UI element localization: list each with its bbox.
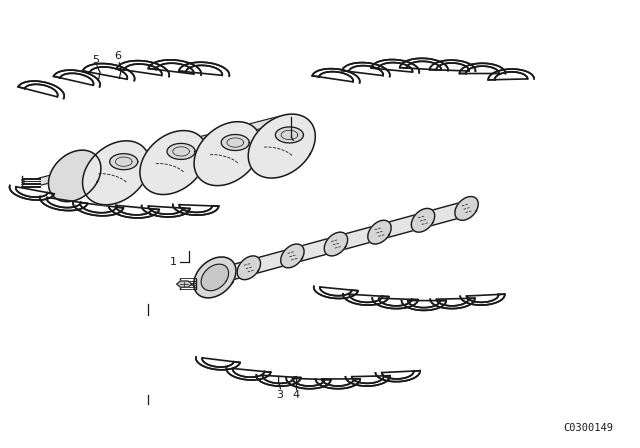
Polygon shape — [343, 294, 388, 305]
Polygon shape — [196, 357, 240, 370]
Polygon shape — [18, 81, 64, 99]
Polygon shape — [201, 264, 228, 291]
Polygon shape — [148, 60, 201, 75]
Text: 1: 1 — [170, 257, 177, 267]
Polygon shape — [194, 122, 261, 185]
Polygon shape — [430, 298, 475, 309]
Polygon shape — [194, 268, 217, 292]
Polygon shape — [10, 185, 54, 200]
Polygon shape — [401, 301, 446, 310]
Polygon shape — [140, 130, 207, 194]
Polygon shape — [73, 202, 124, 216]
Polygon shape — [177, 281, 192, 287]
Polygon shape — [312, 69, 360, 83]
Polygon shape — [220, 116, 284, 138]
Polygon shape — [141, 206, 190, 217]
Text: C0300149: C0300149 — [563, 423, 613, 433]
Polygon shape — [173, 204, 219, 215]
Text: 4: 4 — [292, 390, 300, 400]
Polygon shape — [49, 150, 101, 202]
Text: 3: 3 — [276, 390, 284, 400]
Polygon shape — [314, 286, 358, 298]
Polygon shape — [237, 256, 260, 280]
Polygon shape — [167, 143, 195, 159]
Polygon shape — [159, 132, 223, 154]
Polygon shape — [116, 60, 169, 77]
Polygon shape — [281, 244, 304, 268]
Polygon shape — [342, 63, 390, 77]
Polygon shape — [179, 62, 229, 76]
Polygon shape — [372, 298, 418, 309]
Polygon shape — [109, 154, 138, 170]
Polygon shape — [429, 60, 476, 71]
Polygon shape — [324, 232, 348, 256]
Polygon shape — [194, 257, 236, 298]
Text: 5: 5 — [92, 55, 99, 65]
Polygon shape — [99, 147, 163, 169]
Polygon shape — [400, 58, 448, 70]
Polygon shape — [275, 127, 303, 143]
Polygon shape — [286, 378, 331, 389]
Polygon shape — [248, 114, 316, 178]
Polygon shape — [227, 368, 271, 380]
Polygon shape — [371, 60, 419, 73]
Polygon shape — [316, 379, 360, 389]
Text: 6: 6 — [115, 52, 122, 61]
Polygon shape — [83, 64, 134, 81]
Polygon shape — [221, 134, 249, 151]
Polygon shape — [460, 63, 506, 73]
Polygon shape — [368, 220, 391, 244]
Polygon shape — [83, 141, 150, 205]
Polygon shape — [376, 371, 420, 382]
Polygon shape — [455, 197, 478, 220]
Polygon shape — [54, 70, 100, 87]
Polygon shape — [202, 202, 470, 286]
Polygon shape — [257, 375, 301, 386]
Polygon shape — [412, 208, 435, 232]
Polygon shape — [488, 69, 534, 80]
Polygon shape — [38, 163, 102, 185]
Polygon shape — [109, 205, 159, 218]
Polygon shape — [346, 376, 390, 386]
Text: 2: 2 — [293, 131, 300, 141]
Polygon shape — [460, 294, 505, 305]
Polygon shape — [40, 196, 88, 211]
